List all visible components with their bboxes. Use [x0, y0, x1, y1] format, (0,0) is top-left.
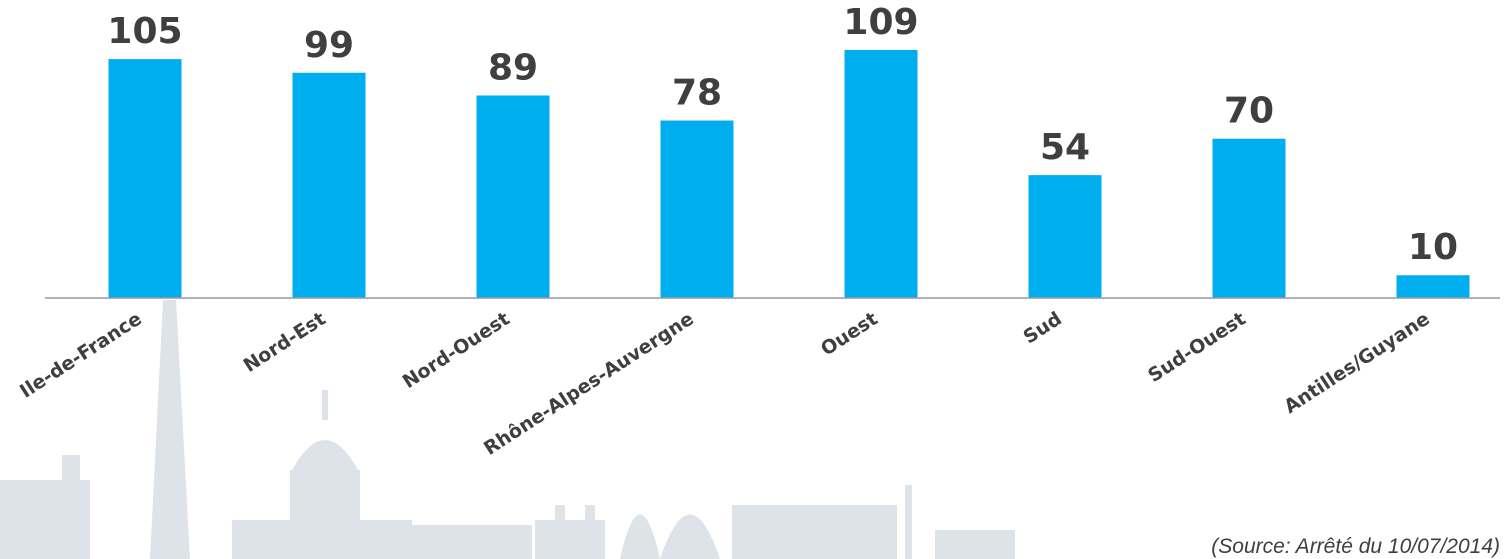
source-note: (Source: Arrêté du 10/07/2014) — [1211, 535, 1500, 558]
data-label-8: 10 — [1408, 227, 1458, 268]
data-label-4: 78 — [672, 73, 722, 114]
category-label-8: Antilles/Guyane — [1280, 308, 1433, 418]
bar-2 — [292, 72, 366, 299]
data-label-2: 99 — [304, 25, 354, 66]
category-label-5: Ouest — [817, 308, 882, 361]
bar-6 — [1028, 175, 1102, 298]
bar-1 — [108, 59, 182, 298]
data-label-5: 109 — [843, 2, 918, 43]
category-label-2: Nord-Est — [240, 308, 330, 377]
paris-skyline-watermark — [0, 300, 1015, 559]
category-labels-group: Ile-de-France Nord-Est Nord-OuestRhône-Alp… — [16, 308, 1434, 460]
bar-8 — [1396, 275, 1470, 298]
bars-group — [108, 50, 1470, 299]
category-label-1: Ile-de-France — [16, 308, 146, 403]
data-label-3: 89 — [488, 48, 538, 89]
bar-3 — [476, 95, 550, 299]
bar-5 — [844, 50, 918, 298]
category-label-6: Sud — [1020, 308, 1066, 349]
data-label-7: 70 — [1224, 91, 1274, 132]
category-label-3: Nord-Ouest — [399, 308, 514, 393]
data-label-1: 105 — [107, 11, 182, 52]
category-label-7: Sud-Ouest — [1144, 308, 1250, 387]
data-labels-group: 105 99 89 78 109 54 70 10 — [107, 2, 1458, 268]
bar-7 — [1212, 138, 1286, 298]
category-label-4: Rhône-Alpes-Auvergne — [480, 308, 698, 460]
data-label-6: 54 — [1040, 127, 1090, 168]
bar-4 — [660, 120, 734, 299]
